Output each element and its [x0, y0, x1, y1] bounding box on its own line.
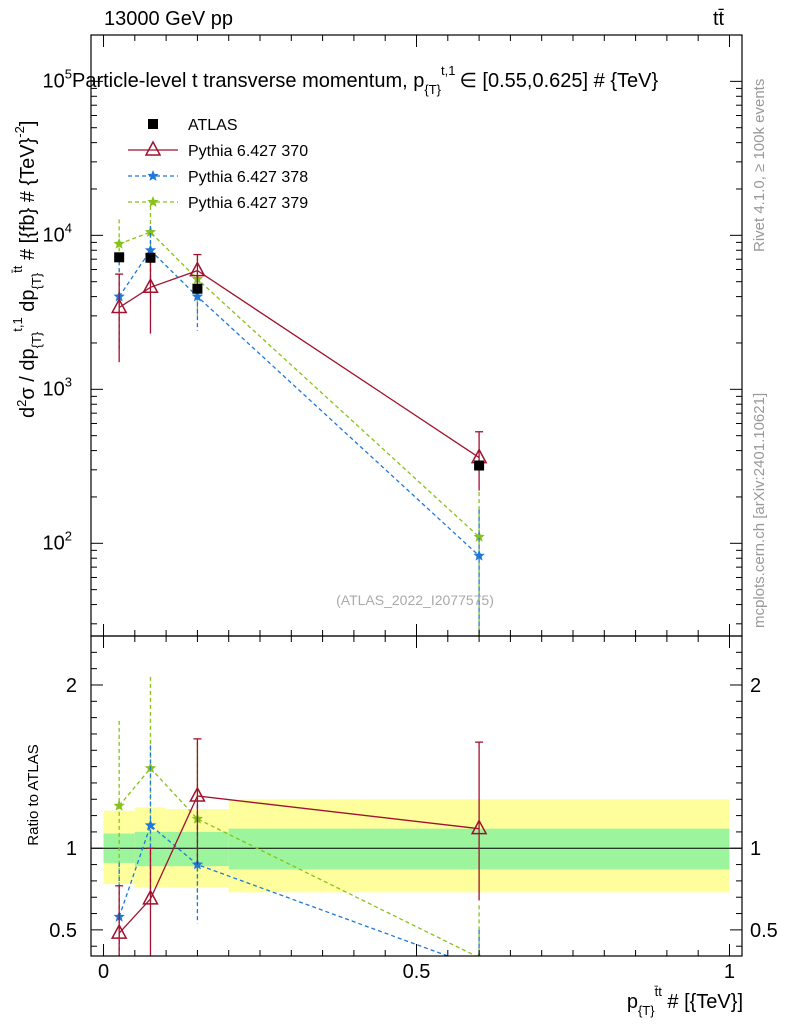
ratio-frame — [90, 635, 743, 957]
ratio-xtick-label: 1 — [724, 961, 735, 983]
ratio-ytick-label-right: 0.5 — [750, 920, 778, 942]
main-atlas-point — [145, 252, 156, 263]
main-p378-line — [118, 249, 480, 557]
main-p378-point — [191, 290, 204, 302]
main-ytick-label: 105 — [43, 66, 72, 92]
main-p378-point — [473, 549, 485, 561]
main-p370-point — [142, 277, 159, 294]
main-p379-line — [118, 231, 480, 538]
main-ytick-label: 103 — [43, 374, 72, 400]
main-ytick-label: 104 — [43, 220, 72, 246]
ratio-xtick-label: 0.5 — [403, 961, 431, 983]
ratio-ytick-label-right: 2 — [750, 675, 761, 697]
analysis-watermark: (ATLAS_2022_I2077575) — [336, 592, 494, 608]
xlabel: p{T}t̄t # [{TeV}] — [627, 984, 743, 1018]
main-atlas-point — [474, 460, 485, 471]
ratio-p379-line — [118, 767, 478, 956]
legend-atlas-marker — [148, 119, 158, 129]
ratio-ytick-label-right: 1 — [750, 838, 761, 860]
legend-p379-label: Pythia 6.427 379 — [188, 195, 308, 212]
legend-p379-marker — [147, 196, 159, 207]
main-p370-point — [189, 261, 206, 277]
main-ytick-label: 102 — [43, 528, 72, 554]
main-series-layer — [110, 206, 488, 636]
main-ylabel: d2σ / dp{T}t,1 dp{T}t̄t # [{fb} # {TeV}-… — [10, 121, 44, 418]
legend-p370-marker — [144, 140, 162, 156]
ratio-p370-point — [470, 819, 488, 835]
main-atlas-point — [114, 252, 125, 263]
legend-p370-label: Pythia 6.427 370 — [188, 143, 308, 160]
ratio-xtick-label: 0 — [98, 961, 109, 983]
main-p379-point — [113, 237, 125, 249]
ratio-p370-point — [189, 786, 206, 802]
legend-p378-marker — [147, 170, 159, 181]
ratio-p370-point — [142, 889, 159, 905]
ratio-ytick-label: 2 — [66, 675, 77, 697]
main-p370-line — [118, 269, 480, 459]
ratio-series-layer — [110, 676, 488, 972]
process-label: tt̄ — [713, 8, 725, 30]
energy-label: 13000 GeV pp — [104, 8, 233, 30]
ratio-ylabel: Ratio to ATLAS — [25, 744, 42, 845]
chart-title: Particle-level t transverse momentum, p{… — [72, 63, 658, 97]
ratio-p379-point — [113, 799, 125, 811]
ratio-uncertainty-bands — [91, 799, 742, 893]
ratio-p378-point — [473, 961, 484, 972]
ratio-p370-line — [118, 795, 480, 934]
main-p370-point — [110, 297, 128, 314]
legend-p378-label: Pythia 6.427 378 — [188, 169, 308, 186]
ratio-ytick-label: 1 — [66, 838, 77, 860]
main-atlas-point — [192, 283, 203, 294]
main-p379-point — [473, 530, 485, 542]
main-p379-point — [144, 226, 157, 237]
ratio-ytick-label: 0.5 — [49, 920, 77, 942]
ratio-p378-point — [144, 819, 157, 831]
rivet-label: Rivet 4.1.0, ≥ 100k events — [751, 79, 768, 252]
legend: ATLAS Pythia 6.427 370 Pythia 6.427 378 Pyt… — [128, 117, 308, 212]
ratio-p370-point — [110, 923, 128, 939]
main-p378-point — [144, 244, 157, 256]
ratio-p378-line — [118, 824, 450, 956]
source-label: mcplots.cern.ch [arXiv:2401.10621] — [751, 393, 768, 628]
legend-atlas-label: ATLAS — [188, 117, 238, 134]
main-axes: 102 103 104 105 — [43, 34, 743, 637]
ratio-axes: 0.5 0.5 1 1 2 2 0 0.5 1 — [49, 635, 778, 983]
